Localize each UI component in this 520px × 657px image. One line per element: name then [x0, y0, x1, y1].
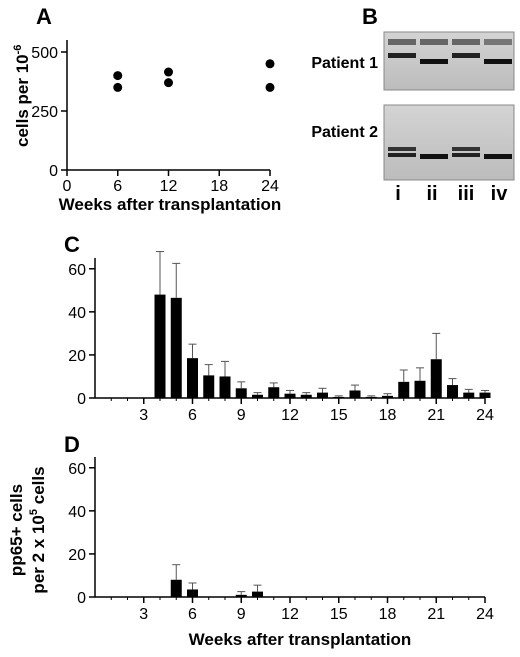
panel-c-bar [430, 359, 442, 398]
panel-a-y-label: cells per 10-6 [12, 45, 32, 147]
panel-a-data-point [265, 59, 275, 69]
panel-a-data-point [164, 78, 173, 88]
panel-d-x-tick-label: 6 [188, 606, 197, 623]
panel-c-bar [447, 385, 458, 398]
panel-d-y-tick-label: 40 [68, 504, 86, 521]
panel-a-x-label: Weeks after transplantation [59, 195, 282, 214]
gel-image-patient-2 [383, 104, 515, 181]
gel-band [388, 147, 416, 151]
gel-label-patient-1: Patient 1 [311, 55, 378, 72]
gel-lane-label: ii [426, 183, 437, 205]
panel-c-bar [300, 394, 312, 398]
gel-well [420, 39, 448, 45]
panel-a-y-tick-label: 500 [31, 45, 58, 62]
panel-d-x-tick-label: 15 [330, 606, 348, 623]
panel-c-bar [479, 392, 491, 398]
gel-well [484, 39, 512, 45]
gel-band [484, 154, 512, 159]
panel-c-bar [382, 395, 393, 398]
panel-a-data-point [113, 82, 123, 92]
panel-d-y-tick-label: 0 [77, 590, 86, 607]
panel-letter-a: A [36, 4, 52, 29]
panel-c-x-tick-label: 9 [237, 407, 246, 424]
panel-letter-c: C [64, 232, 80, 257]
panel-c-x-tick-label: 12 [281, 407, 299, 424]
gel-band [420, 154, 448, 159]
panel-a-y-tick-label: 0 [49, 163, 58, 180]
gel-lane-label: i [395, 183, 401, 205]
panel-c-bar [349, 390, 361, 398]
gel-well [388, 39, 416, 45]
panel-d-x-tick-label: 3 [139, 606, 148, 623]
panel-d-bar [187, 589, 198, 597]
panel-c-bar [317, 392, 328, 398]
gel-label-patient-2: Patient 2 [311, 124, 378, 141]
panel-c-y-tick-label: 40 [68, 305, 86, 322]
panel-c-bar [463, 392, 475, 398]
panel-c-bar-chart: 3 6 9 12 15 18 21 24 0 20 40 60 [68, 251, 494, 424]
panel-d-x-tick-label: 21 [427, 606, 445, 623]
panel-a-x-tick-label: 24 [261, 178, 279, 195]
panel-d-x-tick-label: 12 [281, 606, 299, 623]
panel-c-x-tick-label: 3 [139, 407, 148, 424]
panel-c-bar [398, 381, 410, 398]
panel-c-x-tick-label: 24 [476, 407, 494, 424]
panel-c-bar [365, 396, 377, 398]
panel-a-x-tick-label: 18 [210, 178, 228, 195]
panel-letter-b: B [362, 4, 378, 29]
panel-c-bar [203, 375, 215, 398]
panel-d-bar [252, 591, 263, 597]
gel-band [388, 153, 416, 157]
gel-band [420, 59, 448, 64]
panel-d-y-tick-label: 20 [68, 547, 86, 564]
panel-c-x-tick-label: 6 [188, 407, 197, 424]
panel-d-x-tick-label: 18 [379, 606, 397, 623]
panel-b-gel: Patient 1 Patient 2 i ii iii iv [311, 31, 515, 205]
panel-c-bar [284, 393, 296, 398]
panel-d-x-tick-label: 24 [476, 606, 494, 623]
panel-c-x-tick-label: 18 [379, 407, 397, 424]
gel-lane-label: iv [491, 183, 509, 205]
gel-well [452, 39, 480, 45]
gel-band [388, 53, 416, 58]
panel-a-x-tick-label: 0 [63, 178, 72, 195]
panel-a-scatter: cells per 10-6 Weeks after transplantati… [12, 40, 281, 214]
cd-y-label-line1: pp65+ cells [7, 484, 26, 576]
cd-x-label: Weeks after transplantation [189, 630, 412, 649]
panel-letter-d: D [64, 432, 80, 457]
panel-c-bar [219, 376, 231, 398]
panel-a-x-tick-label: 12 [160, 178, 178, 195]
panel-d-bar-chart: 3 6 9 12 15 18 21 24 0 20 40 60 [68, 457, 494, 623]
panel-c-y-tick-label: 60 [68, 262, 86, 279]
panel-d-y-tick-label: 60 [68, 461, 86, 478]
panel-d-bar [235, 594, 247, 597]
panel-c-bar [187, 358, 198, 398]
panel-c-y-tick-label: 0 [77, 391, 86, 408]
panel-c-bar [154, 294, 166, 398]
panel-a-data-point [265, 82, 275, 92]
panel-c-x-tick-label: 15 [330, 407, 348, 424]
panel-a-data-point [113, 71, 123, 81]
panel-c-bar [268, 387, 280, 398]
gel-band [452, 153, 480, 157]
panel-a-data-point [164, 67, 173, 77]
panel-a-x-tick-label: 6 [113, 178, 122, 195]
panel-d-bar [170, 579, 182, 597]
gel-band [452, 53, 480, 58]
gel-lane-label: iii [458, 183, 475, 205]
panel-c-bar [252, 394, 263, 398]
panel-c-y-tick-label: 20 [68, 348, 86, 365]
panel-c-x-tick-label: 21 [427, 407, 445, 424]
panel-d-x-tick-label: 9 [237, 606, 246, 623]
gel-band [484, 59, 512, 64]
cd-y-label-line2: per 2 x 105 cells [28, 466, 48, 593]
gel-band [452, 147, 480, 151]
panel-c-bar [235, 388, 247, 398]
panel-c-bar [170, 297, 182, 398]
panel-c-bar [333, 396, 345, 398]
panel-a-y-tick-label: 250 [31, 104, 58, 121]
panel-c-bar [414, 380, 426, 398]
